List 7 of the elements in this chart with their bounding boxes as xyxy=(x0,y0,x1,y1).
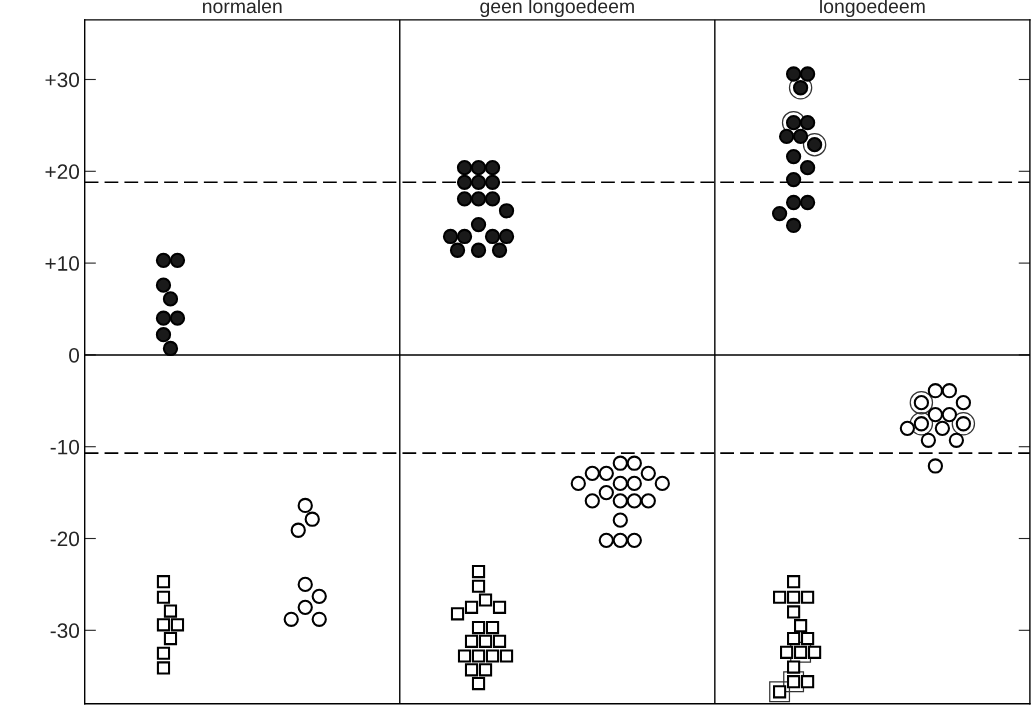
y-tick-label: -10 xyxy=(50,439,80,455)
y-tick-label: +30 xyxy=(45,72,80,88)
y-tick-label: 0 xyxy=(69,347,80,363)
y-tick-label: +10 xyxy=(45,256,80,271)
y-tick-label: -30 xyxy=(50,623,80,639)
y-tick-label: +20 xyxy=(45,164,80,180)
y-tick-label: -20 xyxy=(50,531,80,547)
